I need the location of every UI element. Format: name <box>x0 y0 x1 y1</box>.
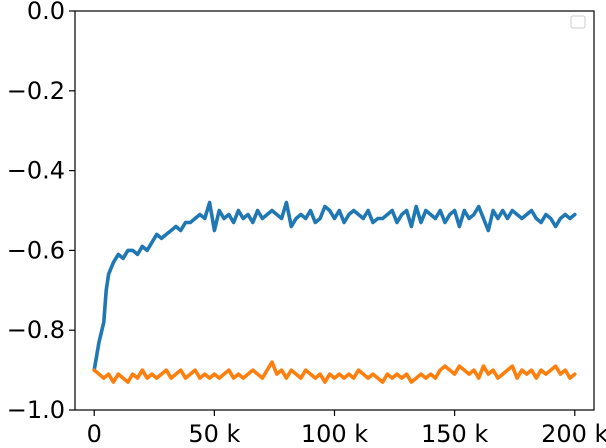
y-tick-label: −0.2 <box>7 77 65 105</box>
x-tick-label: 50 k <box>188 420 240 443</box>
series-layer <box>92 200 577 384</box>
y-tick-label: −0.6 <box>7 236 65 264</box>
plot-background <box>75 11 594 410</box>
plot-frame <box>74 10 595 411</box>
x-tick-label: 0 <box>87 420 102 443</box>
x-tick-label: 100 k <box>301 420 368 443</box>
x-tick-label: 150 k <box>421 420 488 443</box>
y-tick-label: −0.4 <box>7 157 65 185</box>
series-line-2 <box>92 360 577 384</box>
y-tick-label: −1.0 <box>7 396 65 424</box>
series-line-1 <box>92 200 577 372</box>
legend-box <box>570 15 586 29</box>
y-tick-label: 0.0 <box>27 0 65 25</box>
x-tick-label: 200 k <box>541 420 606 443</box>
y-tick-label: −0.8 <box>7 316 65 344</box>
